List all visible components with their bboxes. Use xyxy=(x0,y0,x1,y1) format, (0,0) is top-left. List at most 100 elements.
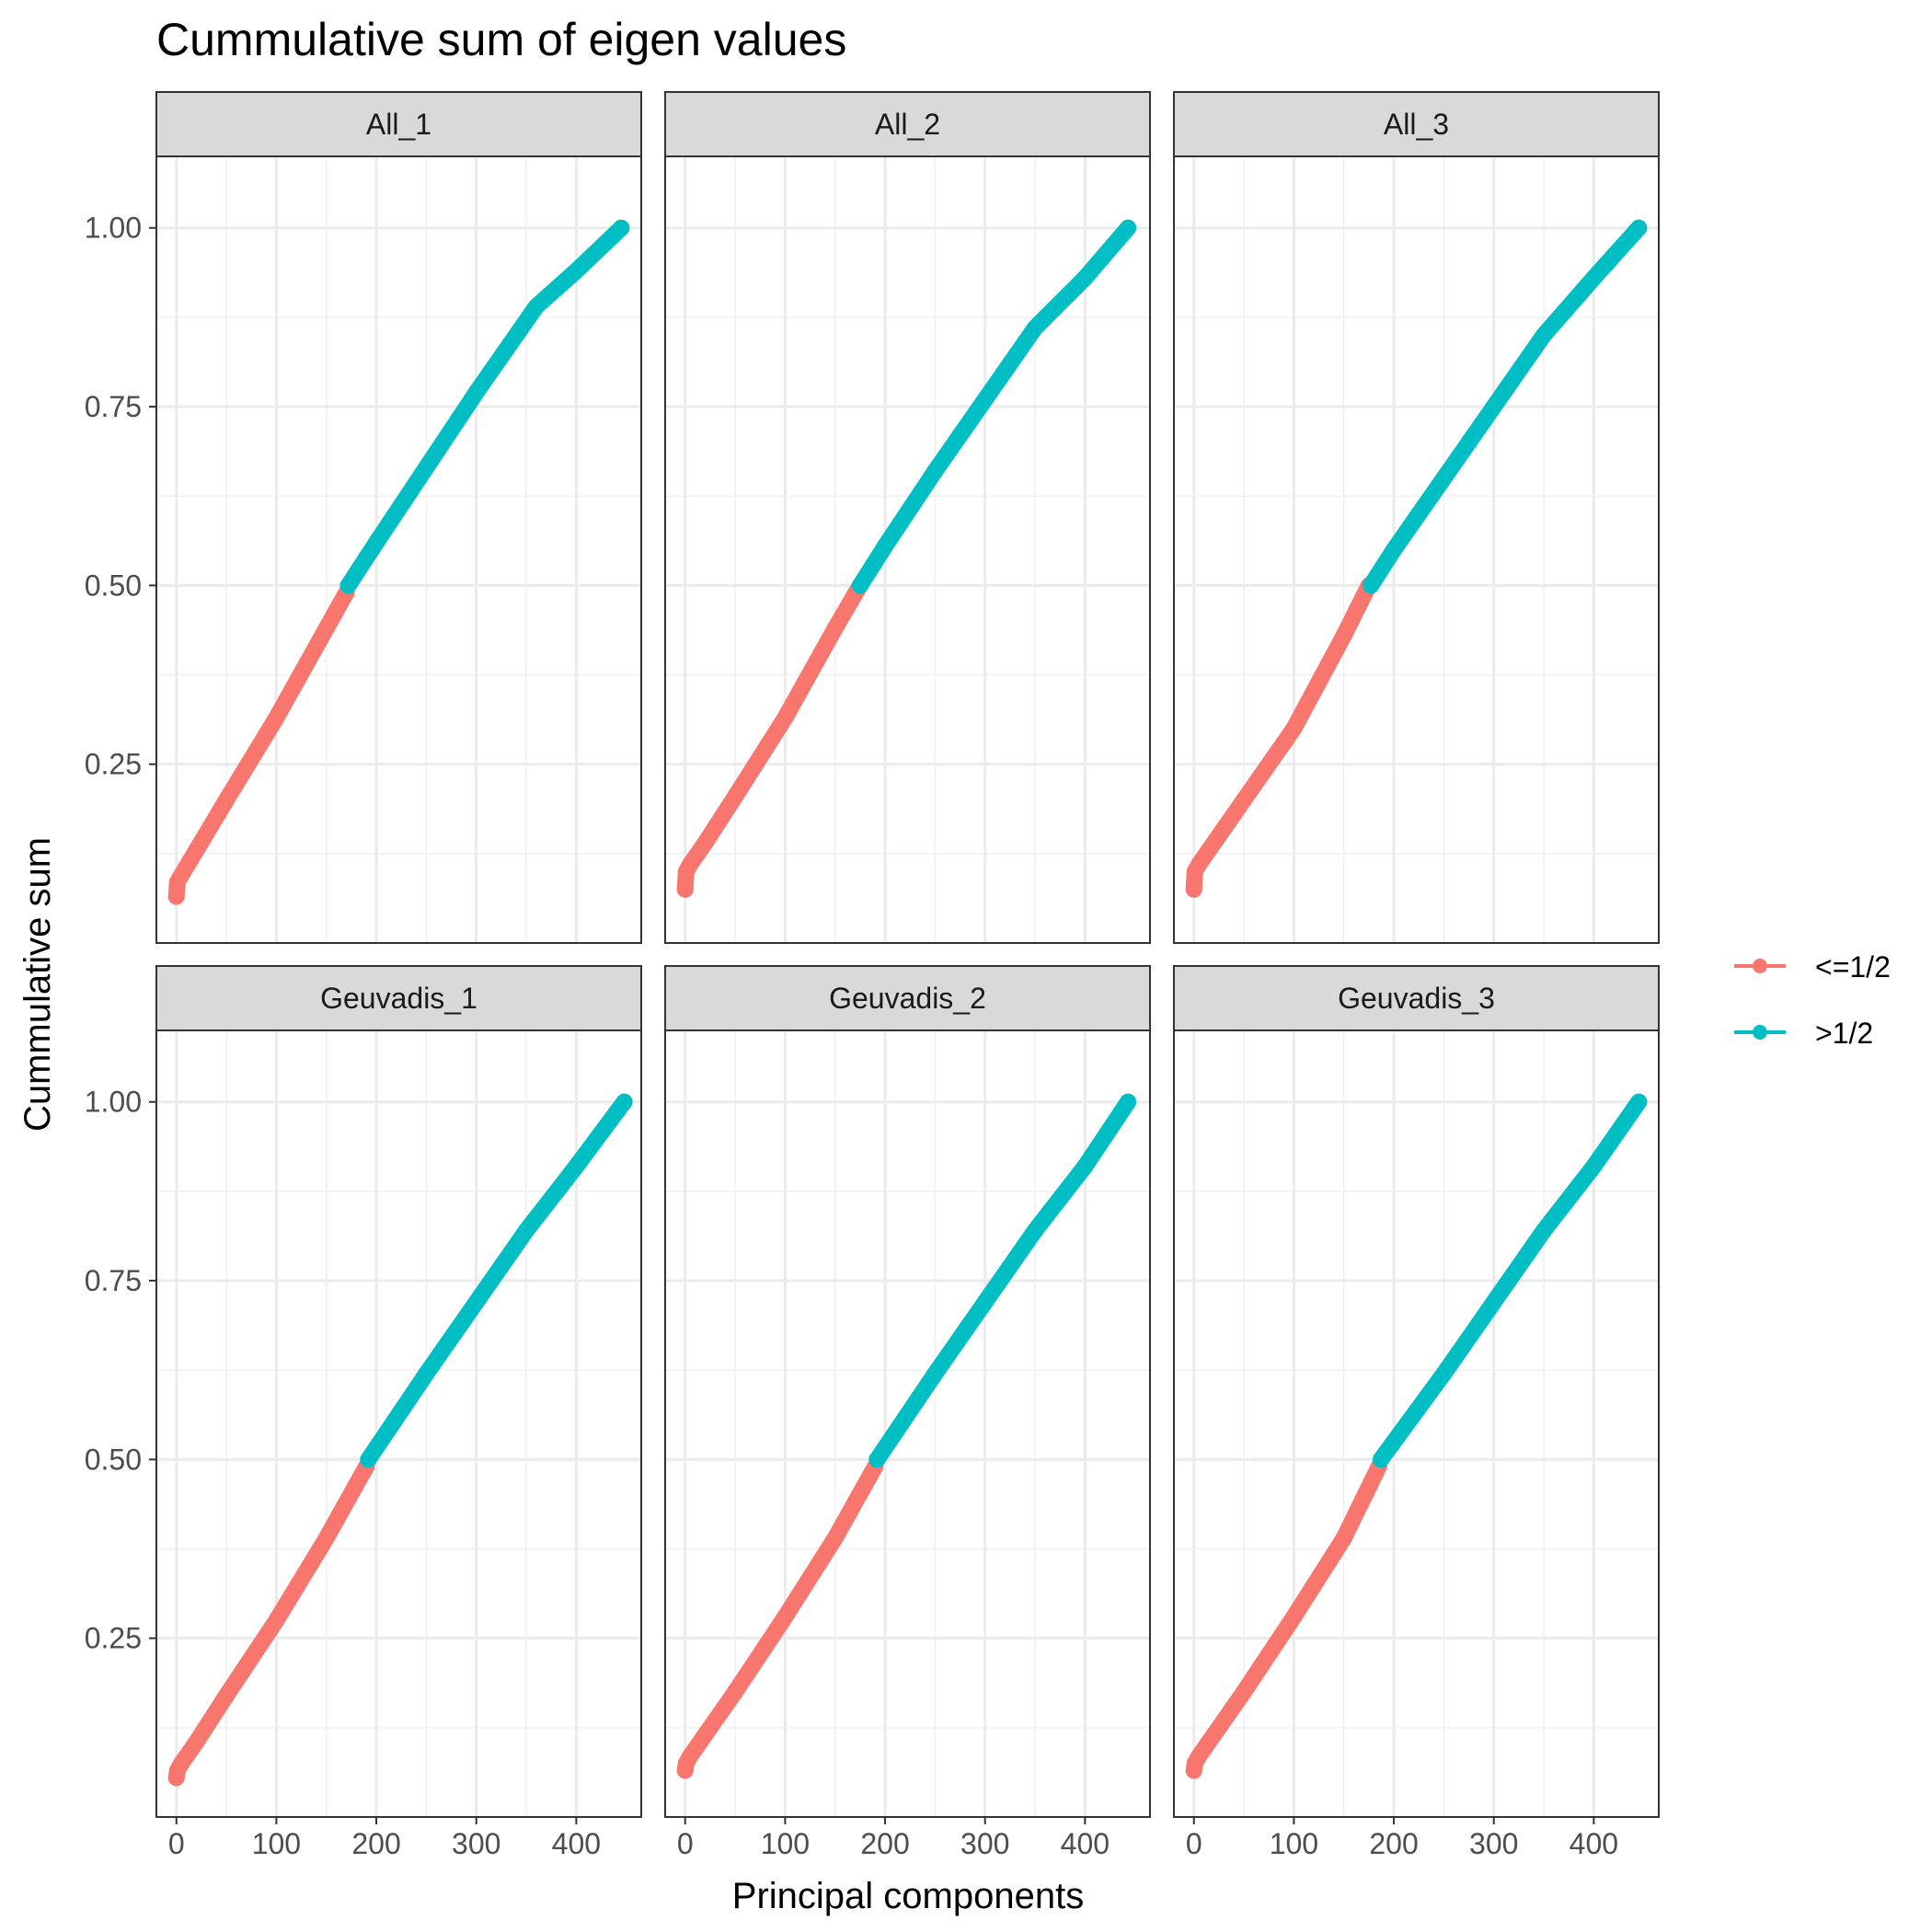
data-point xyxy=(1185,880,1202,898)
data-point xyxy=(682,1747,699,1765)
data-point xyxy=(727,788,744,805)
data-point xyxy=(976,391,994,408)
facet-panel-Geuvadis_1: Geuvadis_1 0.25 0.50 0.75 1.00 0 100 200 300 400 xyxy=(85,965,642,1860)
facet-strip-label: All_2 xyxy=(875,108,940,141)
facet-panels: All_1 0.25 0.50 0.75 1.00 All_2 All_3 Geuvadis_… xyxy=(85,91,1660,1860)
data-point xyxy=(1386,541,1403,558)
data-point xyxy=(1630,219,1648,236)
data-point xyxy=(1190,856,1208,873)
legend-label: >1/2 xyxy=(1815,1017,1873,1050)
data-point xyxy=(418,459,435,477)
facet-panel-Geuvadis_2: Geuvadis_2 0 100 200 300 400 xyxy=(664,965,1151,1860)
data-point xyxy=(1585,1157,1603,1175)
x-tick-label: 400 xyxy=(552,1827,601,1860)
facet-strip xyxy=(155,965,642,1031)
facet-panel-All_3: All_3 xyxy=(1173,91,1660,944)
y-tick-label: 0.75 xyxy=(85,1264,142,1297)
panel-border xyxy=(1173,155,1660,944)
facet-panel-Geuvadis_3: Geuvadis_3 0 100 200 300 400 xyxy=(1173,965,1660,1860)
data-point xyxy=(926,463,944,479)
data-point xyxy=(527,298,545,316)
facet-strip-label: All_1 xyxy=(366,108,431,141)
data-point xyxy=(615,1093,633,1110)
data-point xyxy=(1535,1222,1553,1239)
panel-border xyxy=(664,1029,1151,1818)
y-tick-label: 1.00 xyxy=(85,212,142,245)
facet-strip xyxy=(1173,91,1660,157)
y-axis-title: Cummulative sum xyxy=(17,837,58,1132)
x-tick-label: 0 xyxy=(168,1827,185,1860)
x-axis-title: Principal components xyxy=(732,1876,1084,1916)
data-point xyxy=(1335,627,1352,644)
data-point xyxy=(1027,1222,1044,1239)
data-point xyxy=(613,219,630,236)
data-point xyxy=(173,1754,190,1772)
facet-panel-All_2: All_2 xyxy=(664,91,1151,944)
data-point xyxy=(1372,1451,1389,1468)
y-tick-label: 0.75 xyxy=(85,390,142,423)
data-point xyxy=(682,856,699,873)
x-tick-label: 300 xyxy=(960,1827,1009,1860)
data-point xyxy=(696,834,714,852)
data-point xyxy=(1485,1294,1502,1311)
data-point xyxy=(218,791,236,809)
panel-border xyxy=(155,1029,642,1818)
facet-strip-label: Geuvadis_1 xyxy=(320,982,477,1015)
data-point xyxy=(467,1294,485,1311)
data-point xyxy=(188,1733,205,1751)
data-point xyxy=(1120,1093,1137,1110)
series-line->1/2 xyxy=(360,1093,633,1468)
x-tick-label: 400 xyxy=(1061,1827,1110,1860)
facet-strip-label: Geuvadis_3 xyxy=(1338,982,1495,1015)
y-tick-label: 0.50 xyxy=(85,1443,142,1476)
x-tick-label: 0 xyxy=(677,1827,694,1860)
facet-strip xyxy=(664,91,1151,157)
data-point xyxy=(1190,1747,1208,1765)
chart-title: Cummulative sum of eigen values xyxy=(156,14,846,65)
data-point xyxy=(1335,1529,1352,1547)
data-point xyxy=(268,709,285,727)
data-point xyxy=(1076,1157,1094,1175)
x-tick-label: 200 xyxy=(1369,1827,1418,1860)
data-point xyxy=(1027,319,1044,337)
x-tick-label: 200 xyxy=(351,1827,400,1860)
data-point xyxy=(976,1294,994,1311)
panel-border xyxy=(1173,1029,1660,1818)
data-point xyxy=(1485,398,1502,416)
data-point xyxy=(926,1365,944,1383)
data-point xyxy=(1120,219,1137,236)
data-point xyxy=(173,867,190,884)
x-tick-label: 100 xyxy=(252,1827,301,1860)
series-line->1/2 xyxy=(1372,1093,1648,1468)
legend-key-point xyxy=(1753,1025,1767,1040)
data-point xyxy=(339,577,357,594)
data-point xyxy=(1205,1726,1223,1743)
data-point xyxy=(317,620,335,637)
data-point xyxy=(418,1365,435,1383)
data-point xyxy=(868,1451,886,1468)
data-point xyxy=(776,709,794,727)
y-tick-label: 0.25 xyxy=(85,748,142,781)
data-point xyxy=(167,888,185,905)
data-point xyxy=(1236,1683,1253,1700)
data-point xyxy=(1236,791,1253,809)
legend-label: <=1/2 xyxy=(1815,950,1891,983)
panel-border xyxy=(155,155,642,944)
legend-entry: <=1/2 xyxy=(1734,950,1891,983)
x-tick-label: 300 xyxy=(1469,1827,1518,1860)
x-tick-label: 100 xyxy=(1270,1827,1318,1860)
data-point xyxy=(1435,469,1453,487)
data-point xyxy=(826,620,844,637)
data-point xyxy=(568,262,585,280)
data-point xyxy=(826,1529,844,1547)
data-point xyxy=(696,1726,714,1743)
data-point xyxy=(1205,834,1223,852)
series-line->1/2 xyxy=(868,1093,1137,1468)
data-point xyxy=(1363,577,1380,594)
y-tick-label: 0.25 xyxy=(85,1622,142,1655)
x-tick-label: 300 xyxy=(452,1827,500,1860)
panel-border xyxy=(664,155,1151,944)
data-point xyxy=(1630,1093,1648,1110)
facet-strip-label: Geuvadis_2 xyxy=(829,982,986,1015)
data-point xyxy=(877,537,894,555)
